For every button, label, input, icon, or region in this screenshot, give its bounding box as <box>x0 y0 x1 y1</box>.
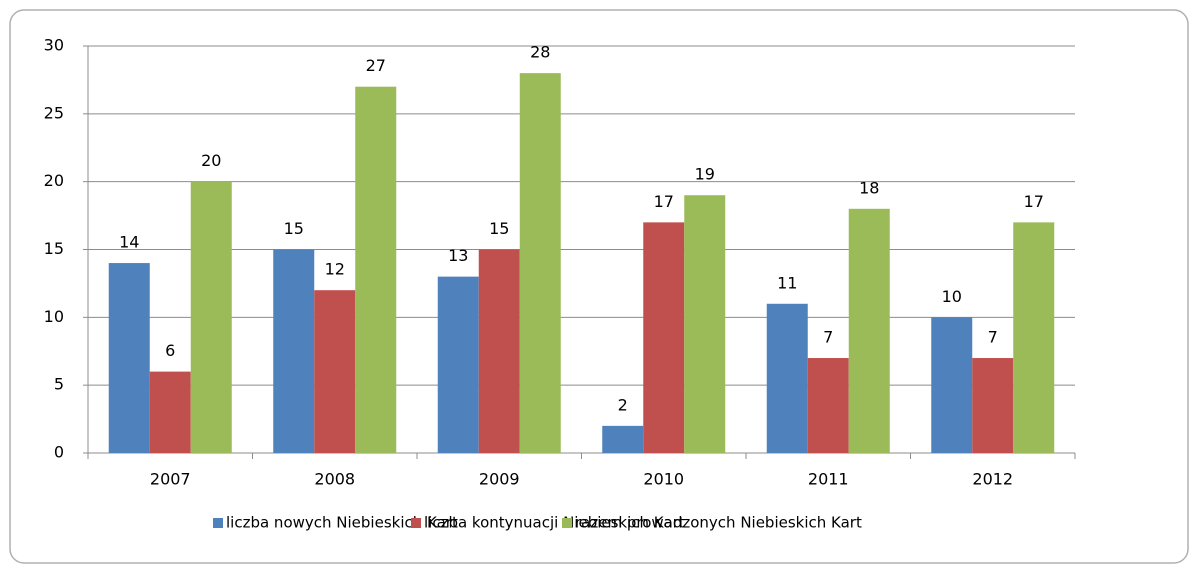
bar <box>149 371 191 453</box>
x-tick-label: 2012 <box>972 470 1013 489</box>
bar <box>519 73 561 453</box>
data-label: 19 <box>695 165 715 184</box>
x-tick-label: 2007 <box>150 470 191 489</box>
legend-text: liczba kontynuacji Niebieskich Kart <box>424 514 685 532</box>
data-label: 17 <box>654 192 674 211</box>
y-tick-label: 20 <box>44 171 64 190</box>
legend-text: liczba nowych Niebieskich Kart <box>226 514 458 532</box>
bar <box>190 181 232 453</box>
data-label: 27 <box>366 56 386 75</box>
x-tick-label: 2008 <box>314 470 355 489</box>
y-tick-label: 5 <box>54 375 64 394</box>
bar <box>1013 222 1055 453</box>
data-label: 15 <box>489 219 509 238</box>
legend-swatch <box>562 518 572 528</box>
data-label: 28 <box>530 43 550 62</box>
bar <box>478 249 520 453</box>
bar <box>273 249 315 453</box>
x-tick-label: 2011 <box>808 470 849 489</box>
data-label: 15 <box>284 219 304 238</box>
y-tick-label: 10 <box>44 307 64 326</box>
data-label: 6 <box>165 341 175 360</box>
data-label: 7 <box>988 328 998 347</box>
y-tick-label: 0 <box>54 443 64 462</box>
legend-text: razem prowadzonych Niebieskich Kart <box>575 514 862 532</box>
data-label: 7 <box>823 328 833 347</box>
y-tick-label: 25 <box>44 103 64 122</box>
data-label: 11 <box>777 273 797 292</box>
legend-swatch <box>213 518 223 528</box>
data-label: 12 <box>325 260 345 279</box>
bar <box>931 317 973 453</box>
data-label: 17 <box>1024 192 1044 211</box>
x-tick-label: 2010 <box>643 470 684 489</box>
bar <box>684 195 726 453</box>
bar <box>355 86 397 453</box>
data-label: 18 <box>859 178 879 197</box>
bar <box>848 208 890 453</box>
x-tick-label: 2009 <box>479 470 520 489</box>
bar <box>314 290 356 453</box>
bar <box>108 263 150 453</box>
y-tick-label: 30 <box>44 36 64 55</box>
bar <box>437 276 479 453</box>
data-label: 10 <box>942 287 962 306</box>
bar <box>602 425 644 453</box>
legend-swatch <box>411 518 421 528</box>
bar <box>807 358 849 453</box>
bar <box>972 358 1014 453</box>
bar <box>766 303 808 453</box>
data-label: 13 <box>448 246 468 265</box>
y-tick-label: 15 <box>44 239 64 258</box>
data-label: 2 <box>618 395 628 414</box>
data-label: 14 <box>119 233 139 252</box>
bar <box>643 222 685 453</box>
data-label: 20 <box>201 151 221 170</box>
